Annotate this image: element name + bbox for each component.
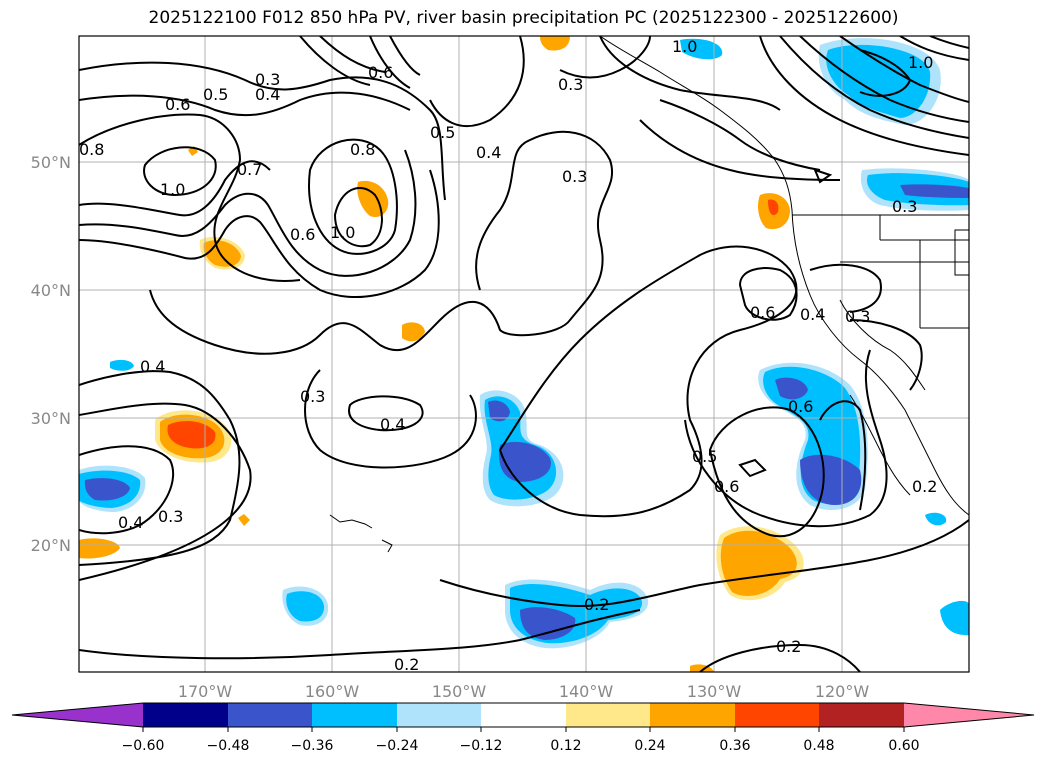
lat-label: 30°N <box>31 409 71 428</box>
colorbar-segment <box>481 703 566 727</box>
lat-label: 40°N <box>31 281 71 300</box>
contour-label: 0.5 <box>692 447 717 466</box>
pv-contours <box>79 36 969 672</box>
contour-label: 0.5 <box>430 123 455 142</box>
colorbar-segment <box>12 703 143 727</box>
colorbar-label: 0.48 <box>803 738 834 754</box>
colorbar-label: −0.24 <box>376 738 419 754</box>
gridlines <box>79 36 969 672</box>
contour-label: 0.7 <box>237 160 262 179</box>
lat-label: 20°N <box>31 536 71 555</box>
colorbar: −0.60 −0.48 −0.36 −0.24 −0.12 0.12 0.24 … <box>11 702 1035 754</box>
contour-label: 1.0 <box>160 180 185 199</box>
colorbar-segment <box>735 703 819 727</box>
contour-label: 0.2 <box>776 637 801 656</box>
colorbar-segment <box>904 703 1034 727</box>
colorbar-label: 0.12 <box>550 738 581 754</box>
contour-label: 0.5 <box>203 85 228 104</box>
plot-frame <box>78 35 970 673</box>
contour-label: 0.4 <box>476 143 501 162</box>
contour-label: 0.3 <box>158 507 183 526</box>
colorbar-segment <box>397 703 481 727</box>
colorbar-label: −0.48 <box>207 738 250 754</box>
contour-label: 0.4 <box>255 85 280 104</box>
lon-label: 130°W <box>687 682 742 701</box>
colorbar-label: 0.24 <box>634 738 665 754</box>
contour-label: 0.8 <box>350 140 375 159</box>
contour-label: 0.6 <box>788 397 813 416</box>
map-title: 2025122100 F012 850 hPa PV, river basin … <box>148 8 899 28</box>
contour-label: 1.0 <box>672 37 697 56</box>
contour-labels: 0.3 0.4 0.5 0.6 0.7 0.8 1.0 0.6 0.8 1.0 … <box>79 37 937 674</box>
colorbar-segment <box>650 703 735 727</box>
contour-label: 0.2 <box>584 595 609 614</box>
contour-label: 0.6 <box>750 303 775 322</box>
colorbar-label: −0.12 <box>460 738 503 754</box>
colorbar-segment <box>228 703 312 727</box>
lon-label: 140°W <box>559 682 614 701</box>
contour-label: 0.3 <box>892 197 917 216</box>
contour-label: 0.3 <box>558 75 583 94</box>
lon-label: 120°W <box>815 682 870 701</box>
plot-area <box>79 36 969 672</box>
lon-labels: 170°W 160°W 150°W 140°W 130°W 120°W <box>178 682 870 701</box>
contour-label: 0.8 <box>79 140 104 159</box>
colorbar-label: 0.36 <box>719 738 750 754</box>
contour-label: 0.4 <box>380 415 405 434</box>
colorbar-label: 0.60 <box>888 738 919 754</box>
contour-label: 0.4 <box>140 357 165 376</box>
contour-label: 0.3 <box>562 167 587 186</box>
contour-label: 1.0 <box>330 223 355 242</box>
precip-shading <box>79 36 969 672</box>
contour-label: 0.2 <box>394 655 419 674</box>
contour-label: 0.2 <box>912 477 937 496</box>
colorbar-label: −0.60 <box>122 738 165 754</box>
contour-label: 0.4 <box>800 305 825 324</box>
contour-label: 0.6 <box>368 63 393 82</box>
lat-label: 50°N <box>31 153 71 172</box>
contour-label: 0.3 <box>300 387 325 406</box>
contour-label: 1.0 <box>908 53 933 72</box>
colorbar-segment <box>819 703 904 727</box>
contour-label: 0.6 <box>714 477 739 496</box>
colorbar-segment <box>566 703 650 727</box>
contour-label: 0.3 <box>845 307 870 326</box>
contour-label: 0.6 <box>290 225 315 244</box>
lon-label: 160°W <box>305 682 360 701</box>
lon-label: 170°W <box>178 682 233 701</box>
colorbar-label: −0.36 <box>291 738 334 754</box>
contour-label: 0.3 <box>255 70 280 89</box>
lat-labels: 50°N 40°N 30°N 20°N <box>31 153 71 555</box>
coastlines <box>329 36 969 553</box>
contour-label: 0.4 <box>118 513 143 532</box>
colorbar-segment <box>143 703 228 727</box>
colorbar-segment <box>312 703 397 727</box>
lon-label: 150°W <box>432 682 487 701</box>
contour-label: 0.6 <box>165 95 190 114</box>
